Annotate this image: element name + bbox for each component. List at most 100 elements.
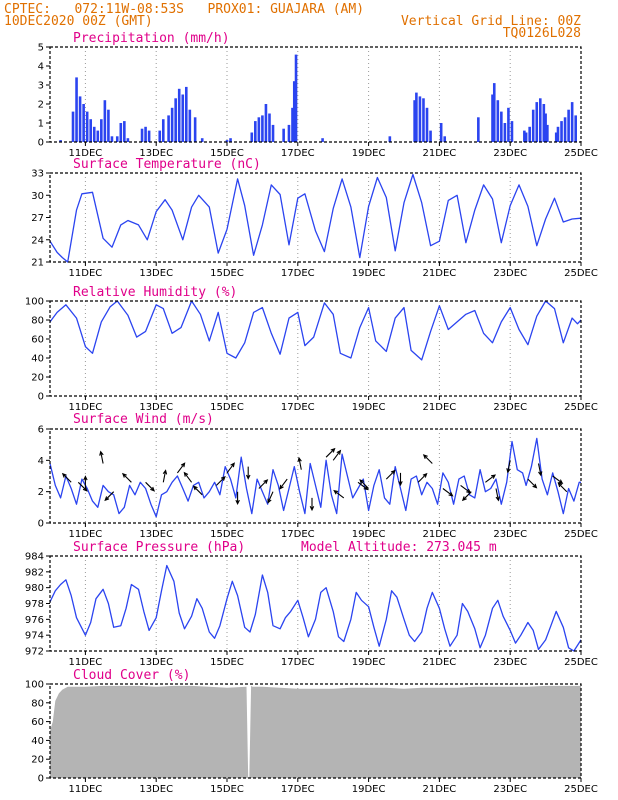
y-tick-label: 24 <box>31 235 44 246</box>
y-tick-label: 100 <box>25 297 44 308</box>
y-tick-label: 27 <box>31 213 44 224</box>
wind-arrow <box>325 447 336 458</box>
y-tick-label: 80 <box>31 698 44 709</box>
x-tick-label: 19DEC <box>352 529 386 540</box>
precip-bar <box>554 132 558 142</box>
y-tick-label: 33 <box>31 169 44 180</box>
wind-arrow <box>398 472 403 487</box>
precip-bar <box>78 96 82 142</box>
precip-bar <box>85 111 89 142</box>
y-tick-label: 5 <box>38 43 44 54</box>
precip-bar <box>491 94 494 142</box>
x-tick-label: 19DEC <box>352 268 386 279</box>
x-tick-label: 11DEC <box>69 148 103 159</box>
precip-bar <box>261 115 264 142</box>
precip-bar <box>250 132 254 142</box>
plot-frame <box>49 555 582 652</box>
precip-bar <box>477 117 480 142</box>
y-tick-label: 60 <box>31 335 44 346</box>
precip-bar <box>510 121 514 142</box>
y-tick-label: 976 <box>25 615 44 626</box>
panel-humidity: Relative Humidity (%) 0 20 40 60 80 100 11DEC 13… <box>25 285 598 413</box>
x-tick-label: 13DEC <box>139 784 173 795</box>
panel-title-wind: Surface Wind (m/s) <box>73 412 214 427</box>
x-tick-label: 21DEC <box>423 402 457 413</box>
wind-arrow <box>506 460 511 474</box>
x-tick-label: 13DEC <box>139 657 173 668</box>
x-tick-label: 11DEC <box>69 268 103 279</box>
wind-arrow <box>422 454 433 464</box>
wind-arrow <box>460 484 472 494</box>
wind-arrow <box>485 474 496 483</box>
y-tick-label: 982 <box>25 567 44 578</box>
x-tick-label: 11DEC <box>69 784 103 795</box>
wind-arrow <box>267 491 274 504</box>
precip-bar <box>413 100 416 142</box>
pres-series-line <box>49 564 582 652</box>
panel-title-humidity: Relative Humidity (%) <box>73 285 237 300</box>
precip-bar <box>264 104 268 142</box>
y-tick-label: 60 <box>31 717 44 728</box>
rh-series-line <box>49 300 582 361</box>
y-tick-label: 980 <box>25 583 44 594</box>
y-tick-label: 974 <box>25 631 44 642</box>
wind-arrow <box>552 475 564 484</box>
x-tick-label: 25DEC <box>564 529 598 540</box>
precip-bar <box>560 121 563 142</box>
x-tick-label: 15DEC <box>210 529 244 540</box>
wind-arrow <box>385 469 396 480</box>
precip-bar <box>188 109 192 142</box>
precip-bar <box>229 138 232 142</box>
precip-bar <box>110 136 114 142</box>
precip-bar <box>181 94 185 142</box>
x-tick-label: 19DEC <box>352 148 386 159</box>
x-tick-label: 17DEC <box>281 268 315 279</box>
x-tick-label: 23DEC <box>493 148 527 159</box>
wind-arrow <box>333 489 345 499</box>
header-model-id: TQ0126L028 <box>503 26 581 41</box>
x-tick-label: 23DEC <box>493 529 527 540</box>
precip-bar <box>107 109 110 142</box>
precip-bar <box>271 124 275 142</box>
wind-series-line <box>49 437 581 518</box>
x-tick-label: 21DEC <box>423 148 457 159</box>
precip-bar <box>492 83 496 142</box>
precip-bar <box>200 138 204 142</box>
y-tick-label: 978 <box>25 599 44 610</box>
wind-arrow <box>176 462 186 474</box>
precip-bar <box>531 109 535 142</box>
y-tick-label: 30 <box>31 191 44 202</box>
x-tick-label: 19DEC <box>352 784 386 795</box>
precip-bar <box>563 117 567 142</box>
precip-bar <box>123 121 126 142</box>
y-tick-label: 984 <box>25 552 44 563</box>
precip-bar <box>388 136 392 142</box>
y-tick-label: 21 <box>31 258 44 269</box>
wind-arrow <box>192 485 203 496</box>
y-tick-label: 100 <box>25 680 44 691</box>
precip-bar <box>59 140 62 142</box>
plot-frame <box>49 428 582 524</box>
precip-bar <box>161 119 165 142</box>
precip-bar <box>144 126 147 142</box>
x-tick-label: 13DEC <box>139 402 173 413</box>
precip-bar <box>103 100 107 142</box>
panel-temperature: Surface Temperature (nC) 21 24 27 30 33 11DEC 1… <box>31 157 598 279</box>
precip-bar <box>422 98 425 142</box>
model-altitude-label: Model Altitude: 273.045 m <box>301 540 497 555</box>
plot-frame <box>49 172 582 263</box>
y-tick-label: 80 <box>31 316 44 327</box>
precip-bar <box>556 126 560 142</box>
panel-pressure: Surface Pressure (hPa) Model Altitude: 2… <box>25 540 598 668</box>
precip-bar <box>71 111 75 142</box>
precip-bar <box>100 119 103 142</box>
y-tick-label: 40 <box>31 354 44 365</box>
x-tick-label: 17DEC <box>281 402 315 413</box>
x-tick-label: 17DEC <box>281 657 315 668</box>
precip-bar <box>96 130 100 142</box>
wind-arrow <box>279 478 288 490</box>
header-location: CPTEC: 072:11W-08:53S PROX01: GUAJARA (A… <box>4 2 364 17</box>
precip-bar <box>126 138 130 142</box>
panel-title-pressure: Surface Pressure (hPa) <box>73 540 245 555</box>
